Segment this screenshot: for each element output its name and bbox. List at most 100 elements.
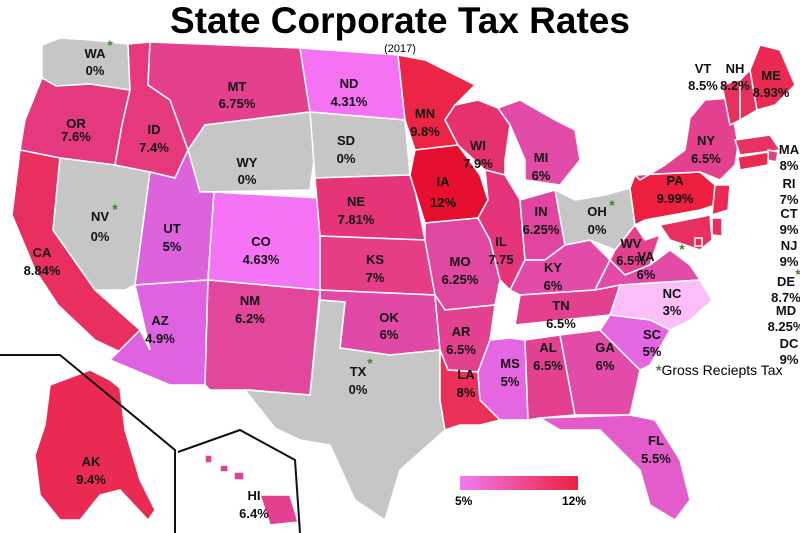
state-ri — [767, 149, 779, 163]
state-abbr-in: IN — [535, 204, 548, 219]
map-title: State Corporate Tax Rates — [170, 0, 630, 41]
state-dc — [694, 237, 703, 247]
hawaii-inset-frame — [177, 428, 301, 533]
state-rate-nj: 9% — [780, 254, 799, 269]
state-abbr-id: ID — [148, 122, 161, 137]
state-ak — [34, 369, 156, 522]
state-rate-dc: 9% — [780, 352, 799, 367]
state-abbr-ct: CT — [780, 206, 797, 221]
state-rate-mi: 6% — [532, 168, 551, 183]
legend-max-label: 12% — [562, 494, 587, 508]
state-rate-sc: 5% — [643, 344, 662, 359]
state-abbr-ok: OK — [379, 310, 399, 325]
state-abbr-wy: WY — [237, 155, 258, 170]
state-labels: WA0%*OR7.6%CA8.84%NV0%*ID7.4%MT6.75%WY0%… — [24, 37, 800, 521]
state-rate-ga: 6% — [596, 358, 615, 373]
gross-receipts-star-va: * — [679, 241, 685, 257]
state-rate-co: 4.63% — [243, 252, 280, 267]
state-rate-ok: 6% — [380, 327, 399, 342]
state-rate-wy: 0% — [238, 172, 257, 187]
state-abbr-va: VA — [637, 249, 655, 264]
state-sd — [309, 111, 411, 179]
gross-receipts-star-oh: * — [609, 197, 615, 213]
alaska-inset-frame — [0, 354, 176, 533]
state-abbr-oh: OH — [587, 204, 607, 219]
state-abbr-ny: NY — [697, 133, 715, 148]
state-rate-wv: 6.5% — [616, 253, 646, 268]
state-sc — [599, 314, 672, 371]
state-abbr-nv: NV — [91, 209, 109, 224]
state-abbr-hi: HI — [248, 488, 261, 503]
state-abbr-dc: DC — [780, 336, 799, 351]
state-rate-oh: 0% — [588, 222, 607, 237]
state-abbr-nd: ND — [340, 76, 359, 91]
state-abbr-nj: NJ — [781, 238, 798, 253]
gross-star-icon: * — [656, 362, 662, 378]
state-abbr-nh: NH — [726, 61, 745, 76]
state-rate-wa: 0% — [86, 63, 105, 78]
state-de — [711, 217, 723, 237]
state-abbr-sc: SC — [643, 327, 662, 342]
state-abbr-fl: FL — [648, 433, 664, 448]
legend-gradient — [460, 476, 578, 490]
state-rate-me: 8.93% — [753, 85, 790, 100]
gross-receipts-star-de: * — [795, 266, 800, 282]
state-mi — [496, 99, 581, 186]
state-rate-nh: 8.2% — [720, 78, 750, 93]
state-rate-ky: 6% — [544, 278, 563, 293]
state-abbr-ms: MS — [500, 356, 520, 371]
state-abbr-ut: UT — [163, 221, 180, 236]
state-rate-mo: 6.25% — [442, 272, 479, 287]
state-rate-ct: 9% — [780, 222, 799, 237]
state-rate-de: 8.7% — [771, 290, 800, 305]
state-rate-fl: 5.5% — [641, 451, 671, 466]
state-rate-va: 6% — [637, 267, 656, 282]
state-rate-ut: 5% — [163, 239, 182, 254]
state-ms — [477, 337, 529, 421]
state-rate-or: 7.6% — [61, 129, 91, 144]
state-rate-az: 4.9% — [145, 331, 175, 346]
state-abbr-co: CO — [251, 234, 271, 249]
state-abbr-ia: IA — [437, 174, 451, 189]
state-wi — [444, 99, 511, 176]
state-rate-in: 6.25% — [523, 222, 560, 237]
state-abbr-nm: NM — [240, 293, 260, 308]
state-abbr-ky: KY — [544, 260, 562, 275]
state-rate-nm: 6.2% — [235, 311, 265, 326]
state-abbr-ca: CA — [33, 245, 52, 260]
state-abbr-il: IL — [495, 234, 507, 249]
state-rate-wi: 7.9% — [463, 156, 493, 171]
state-rate-ks: 7% — [366, 270, 385, 285]
state-abbr-wi: WI — [470, 138, 486, 153]
state-al — [524, 334, 576, 421]
state-fl — [537, 414, 691, 521]
state-abbr-nc: NC — [663, 286, 682, 301]
state-rate-sd: 0% — [337, 151, 356, 166]
state-rate-ca: 8.84% — [24, 263, 61, 278]
state-abbr-wa: WA — [85, 46, 107, 61]
state-rate-mn: 9.8% — [410, 124, 440, 139]
state-rate-ne: 7.81% — [338, 212, 375, 227]
state-abbr-ri: RI — [783, 176, 796, 191]
state-rate-nv: 0% — [91, 229, 110, 244]
state-rate-tx: 0% — [349, 382, 368, 397]
state-md — [658, 214, 713, 251]
state-abbr-ks: KS — [366, 252, 384, 267]
state-abbr-ak: AK — [82, 454, 101, 469]
state-rate-nc: 3% — [663, 303, 682, 318]
state-abbr-az: AZ — [151, 313, 168, 328]
state-abbr-tn: TN — [552, 298, 569, 313]
state-shapes — [11, 37, 796, 526]
state-rate-ar: 6.5% — [446, 342, 476, 357]
state-rate-id: 7.4% — [139, 140, 169, 155]
gross-receipts-note: *Gross Reciepts Tax — [656, 362, 783, 378]
state-rate-al: 6.5% — [533, 358, 563, 373]
state-rate-il: 7.75 — [488, 252, 513, 267]
gross-receipts-star-tx: * — [367, 355, 373, 371]
state-ct — [737, 151, 769, 171]
gross-receipts-star-wa: * — [107, 37, 113, 53]
state-rate-tn: 6.5% — [546, 316, 576, 331]
state-rate-vt: 8.5% — [688, 78, 718, 93]
state-abbr-ne: NE — [347, 194, 365, 209]
